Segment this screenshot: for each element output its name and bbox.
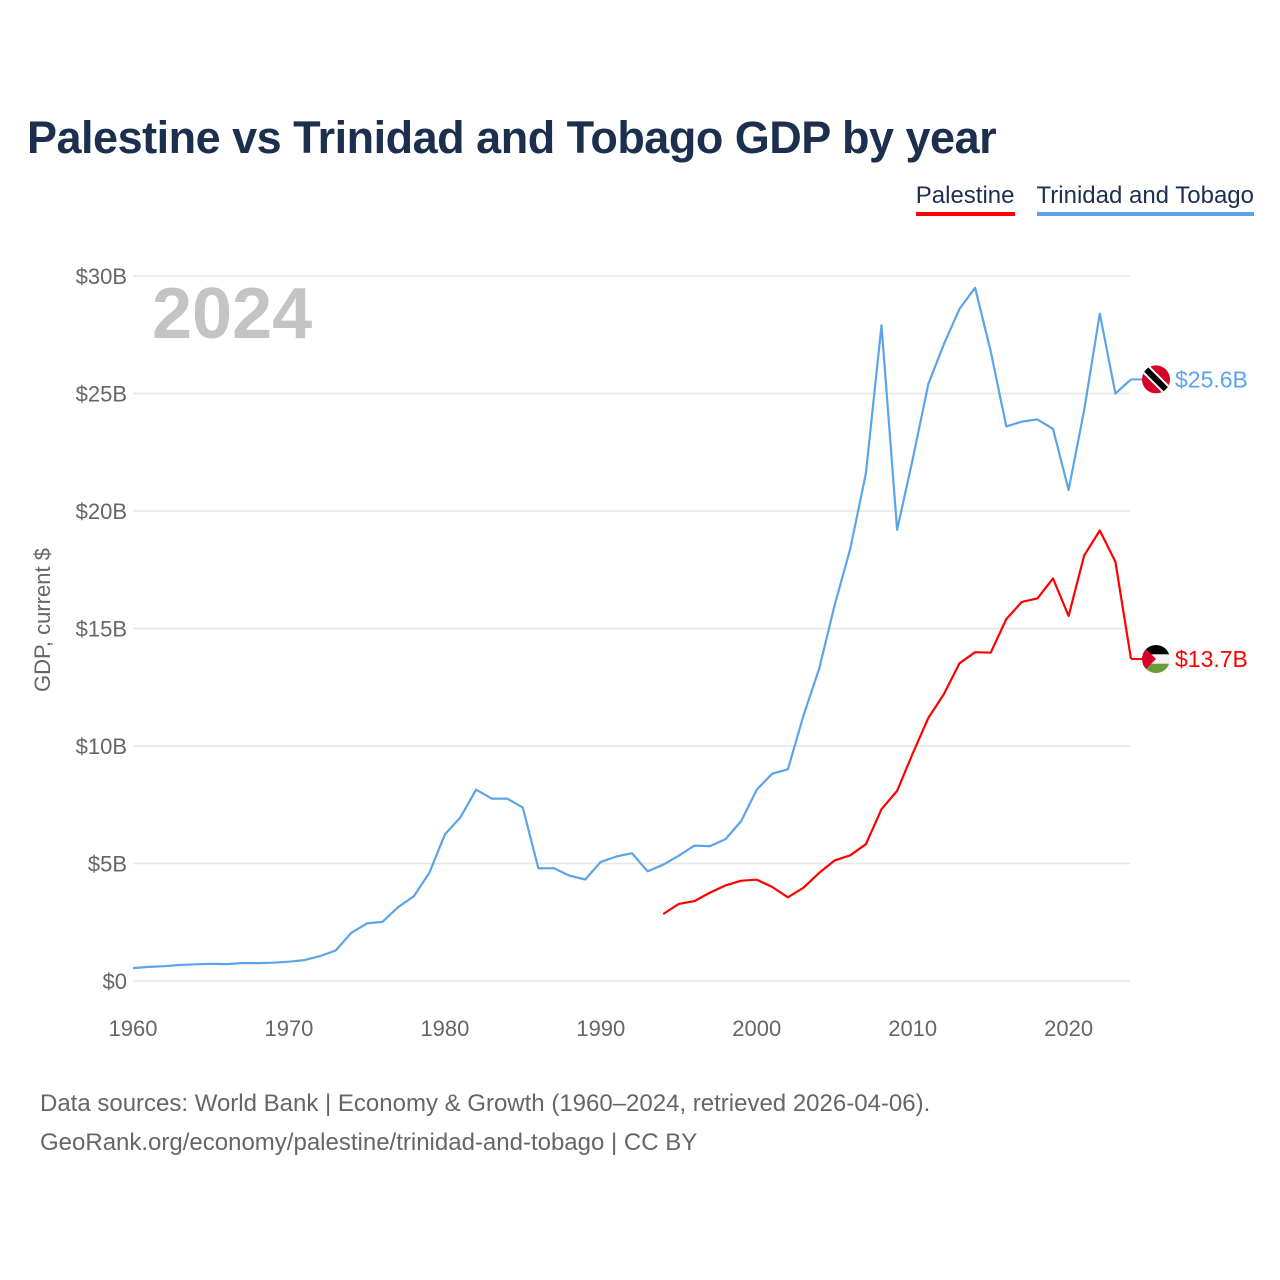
x-tick-label: 2020: [1044, 1016, 1093, 1041]
legend: Palestine Trinidad and Tobago: [915, 182, 1254, 216]
x-tick-label: 1990: [576, 1016, 625, 1041]
legend-item-trinidad-and-tobago[interactable]: Trinidad and Tobago: [1036, 182, 1254, 216]
series-line-palestine: [662, 529, 1133, 915]
end-value-label-palestine: $13.7B: [1175, 646, 1248, 672]
x-tick-label: 1970: [264, 1016, 313, 1041]
y-tick-label: $25B: [76, 382, 127, 407]
x-tick-label: 2000: [732, 1016, 781, 1041]
y-tick-label: $20B: [76, 499, 127, 524]
y-tick-label: $30B: [76, 264, 127, 289]
legend-item-palestine[interactable]: Palestine: [915, 182, 1015, 216]
footer: Data sources: World Bank | Economy & Gro…: [40, 1084, 930, 1162]
x-tick-label: 2010: [888, 1016, 937, 1041]
y-tick-label: $0: [103, 969, 127, 994]
footer-sources: Data sources: World Bank | Economy & Gro…: [40, 1090, 931, 1117]
year-watermark: 2024: [152, 274, 312, 354]
series-line-trinidad-and-tobago: [132, 286, 1132, 970]
end-value-label-trinidad-and-tobago: $25.6B: [1175, 366, 1248, 392]
footer-link[interactable]: GeoRank.org/economy/palestine/trinidad-a…: [40, 1129, 698, 1156]
x-tick-label: 1980: [420, 1016, 469, 1041]
y-tick-label: $5B: [88, 852, 127, 877]
y-axis-label: GDP, current $: [30, 548, 55, 692]
y-tick-label: $10B: [76, 734, 127, 759]
flag-icon-trinidad-and-tobago: [1142, 365, 1170, 394]
y-tick-label: $15B: [76, 617, 127, 642]
x-tick-label: 1960: [109, 1016, 158, 1041]
flag-icon-palestine: [1142, 645, 1170, 674]
chart-title: Palestine vs Trinidad and Tobago GDP by …: [27, 112, 997, 163]
